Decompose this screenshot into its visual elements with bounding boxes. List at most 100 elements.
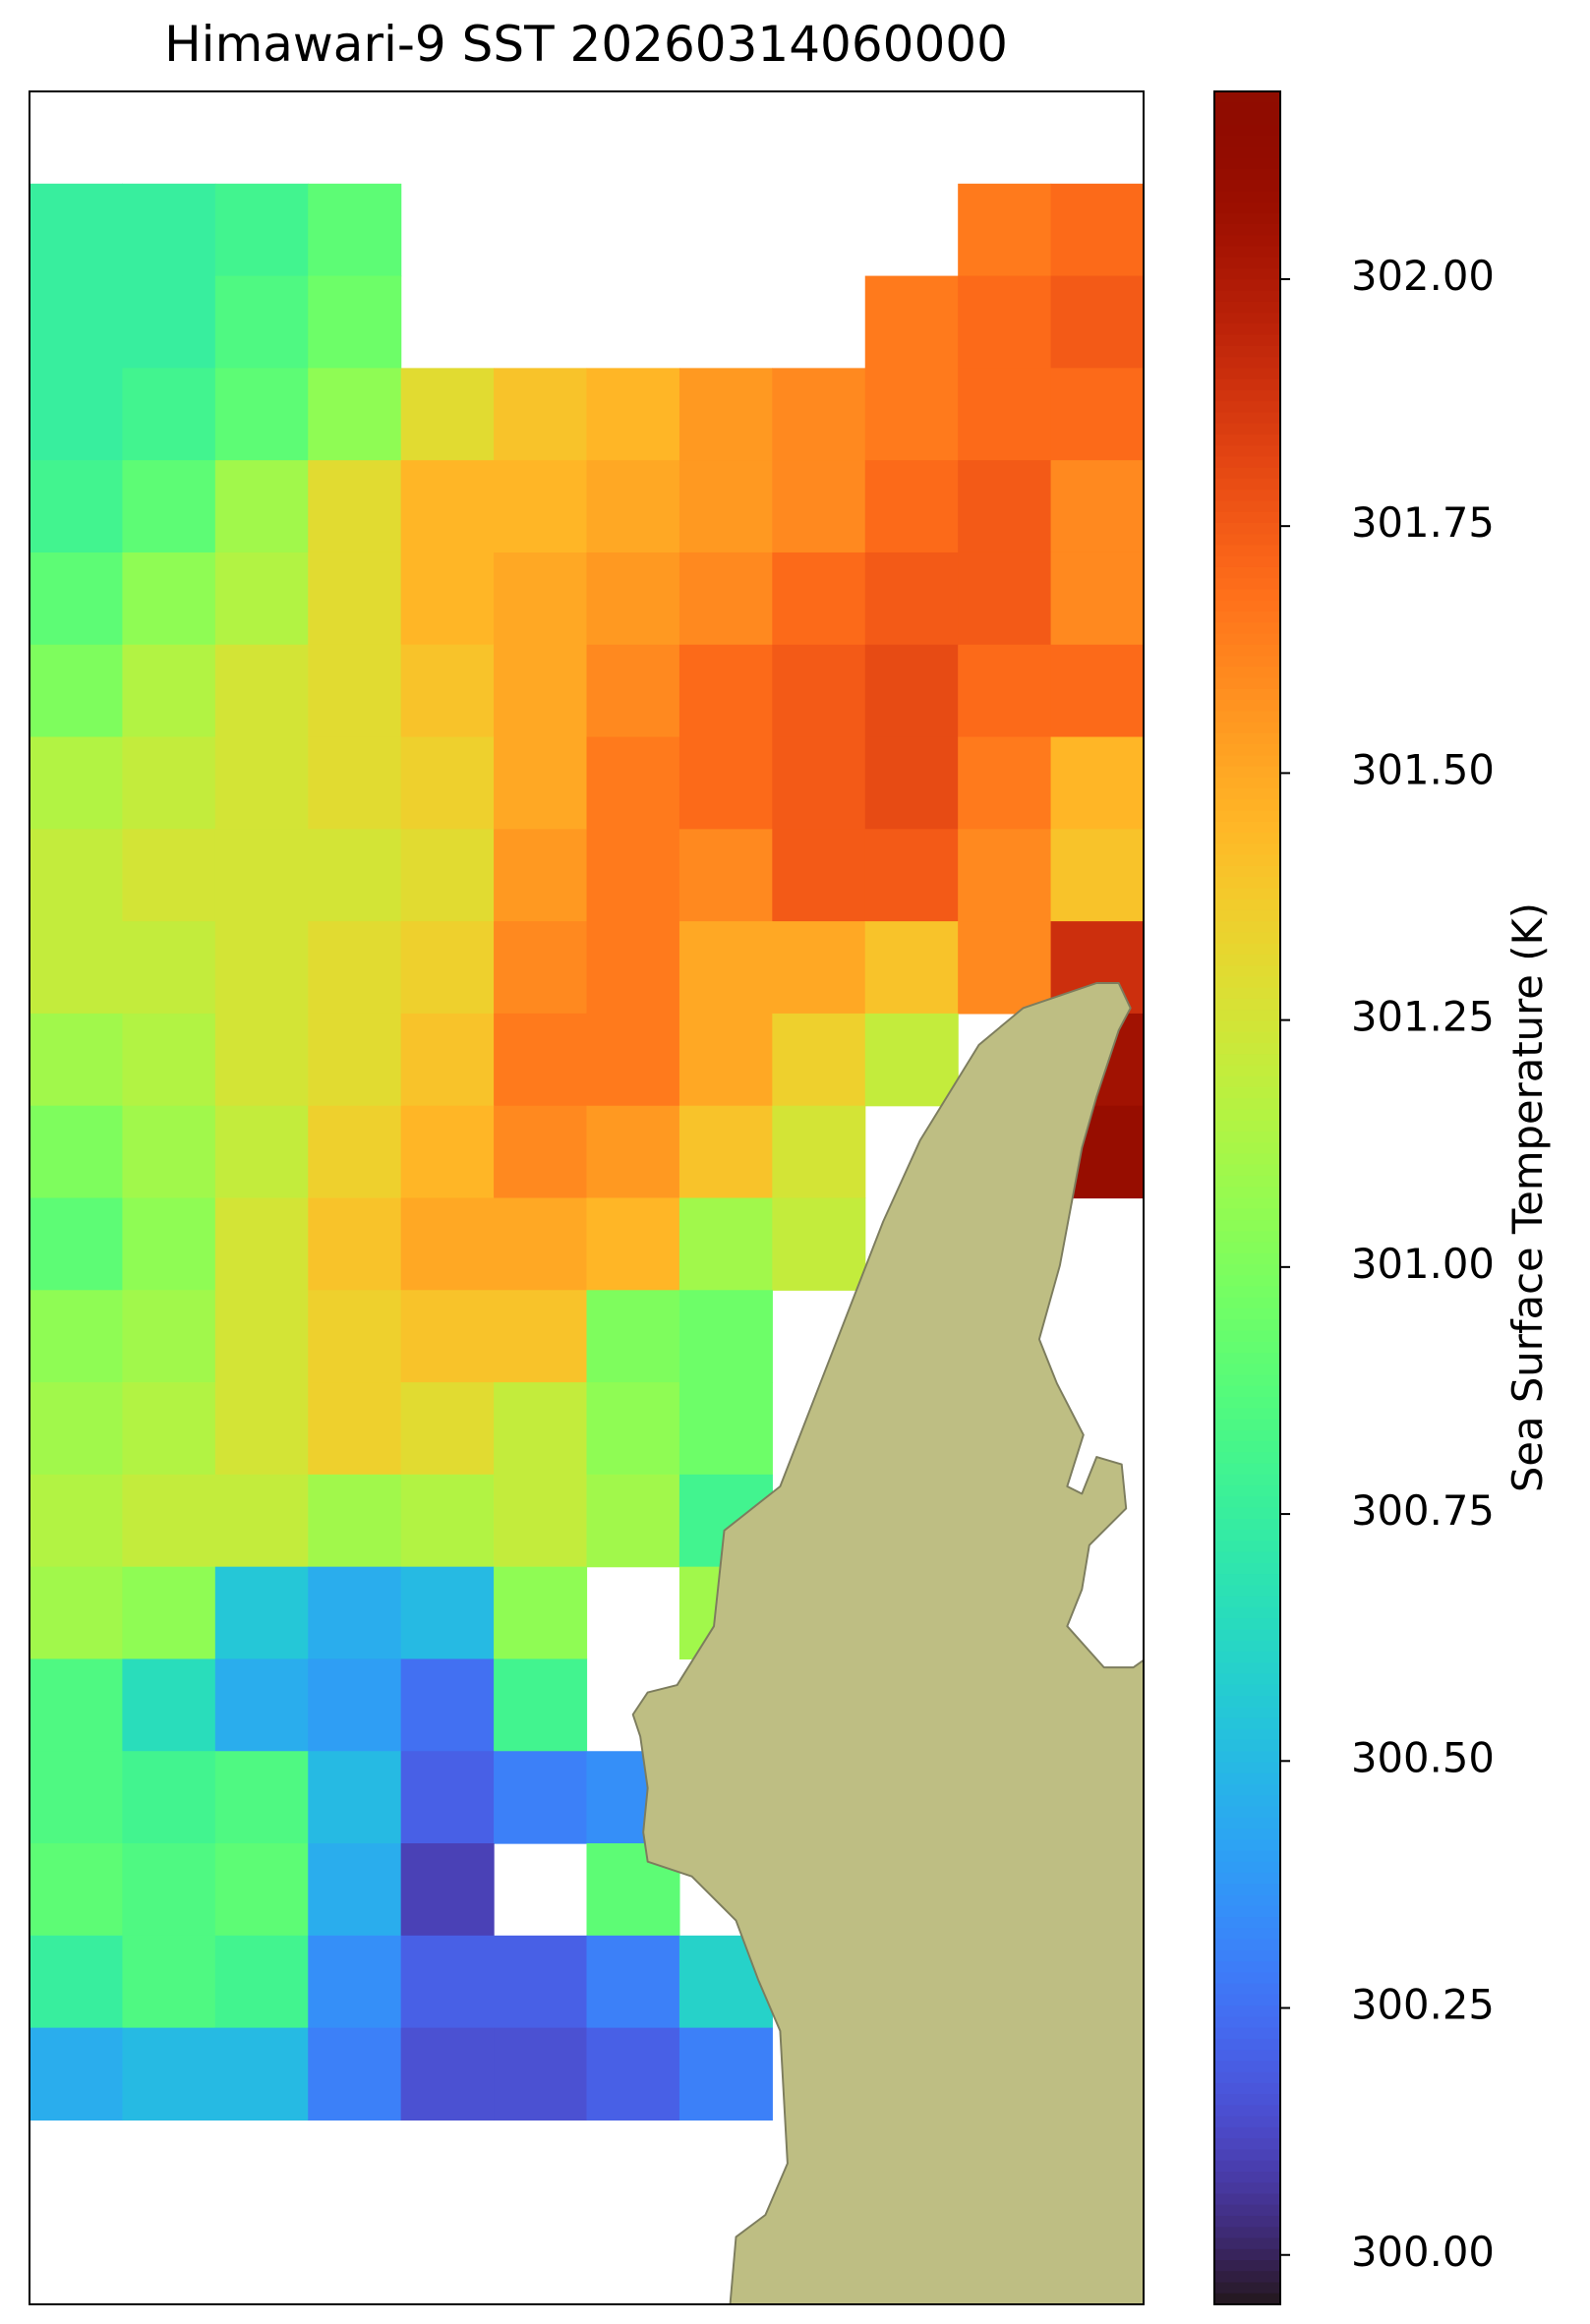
- cell: [122, 921, 216, 1015]
- cell: [586, 1935, 680, 2029]
- colorbar-segment: [1214, 1949, 1280, 1962]
- cell: [122, 1105, 216, 1199]
- colorbar-segment: [1214, 2005, 1280, 2018]
- colorbar-segment: [1214, 268, 1280, 281]
- colorbar-segment: [1214, 1164, 1280, 1177]
- colorbar-segment: [1214, 434, 1280, 446]
- cell: [494, 736, 588, 830]
- colorbar-segment: [1214, 954, 1280, 966]
- colorbar-segment: [1214, 1385, 1280, 1398]
- colorbar-segment: [1214, 656, 1280, 668]
- cell: [494, 1105, 588, 1199]
- colorbar-segment: [1214, 976, 1280, 989]
- cell: [494, 1290, 588, 1383]
- colorbar-segment: [1214, 865, 1280, 878]
- colorbar-segment: [1214, 888, 1280, 901]
- colorbar-segment: [1214, 965, 1280, 978]
- cell: [308, 1751, 402, 1844]
- colorbar-segment: [1214, 1795, 1280, 1808]
- cell: [308, 1658, 402, 1752]
- cell: [400, 829, 495, 922]
- colorbar-segment: [1214, 610, 1280, 624]
- colorbar-segment: [1214, 1640, 1280, 1653]
- colorbar-segment: [1214, 1806, 1280, 1819]
- colorbar-segment: [1214, 313, 1280, 325]
- cell: [122, 1658, 216, 1752]
- colorbar-segment: [1214, 1629, 1280, 1642]
- colorbar-segment: [1214, 2182, 1280, 2195]
- colorbar-segment: [1214, 777, 1280, 789]
- cell: [772, 1197, 866, 1291]
- cell: [122, 460, 216, 553]
- colorbar-segment: [1214, 1772, 1280, 1785]
- cell: [308, 1382, 402, 1476]
- cell: [1050, 460, 1144, 553]
- cell: [400, 460, 495, 553]
- colorbar-segment: [1214, 644, 1280, 657]
- cell: [400, 1566, 495, 1660]
- colorbar-segment: [1214, 1496, 1280, 1509]
- colorbar-segment: [1214, 2071, 1280, 2084]
- colorbar-segment: [1214, 1784, 1280, 1797]
- colorbar-segment: [1214, 932, 1280, 945]
- cell: [214, 2027, 309, 2121]
- colorbar-segment: [1214, 389, 1280, 402]
- cell: [29, 368, 124, 461]
- cell: [958, 921, 1052, 1015]
- colorbar-segment: [1214, 1197, 1280, 1210]
- cell: [586, 1197, 680, 1291]
- cell: [214, 1843, 309, 1937]
- cell: [214, 1290, 309, 1383]
- cell: [214, 1013, 309, 1107]
- land-polygon: [631, 982, 1144, 2304]
- colorbar-segment: [1214, 136, 1280, 148]
- colorbar-segment: [1214, 1031, 1280, 1044]
- colorbar-segment: [1214, 445, 1280, 458]
- colorbar-segment: [1214, 1817, 1280, 1830]
- cell: [400, 1658, 495, 1752]
- colorbar-segment: [1214, 1485, 1280, 1498]
- cell: [586, 2027, 680, 2121]
- cell: [122, 644, 216, 738]
- cell: [29, 1935, 124, 2029]
- colorbar-segment: [1214, 157, 1280, 170]
- cell: [772, 460, 866, 553]
- colorbar-tick-label: 300.00: [1351, 2228, 1495, 2276]
- cell: [400, 552, 495, 646]
- cell: [678, 1013, 773, 1107]
- colorbar-segment: [1214, 1275, 1280, 1288]
- cell: [122, 1013, 216, 1107]
- colorbar-segment: [1214, 1839, 1280, 1852]
- cell: [214, 644, 309, 738]
- colorbar-segment: [1214, 1242, 1280, 1254]
- cell: [400, 1290, 495, 1383]
- colorbar-segment: [1214, 677, 1280, 690]
- colorbar-segment: [1214, 854, 1280, 867]
- colorbar-segment: [1214, 545, 1280, 557]
- colorbar-segment: [1214, 1829, 1280, 1841]
- colorbar-segment: [1214, 2193, 1280, 2206]
- cell: [864, 921, 959, 1015]
- cell: [958, 644, 1052, 738]
- cell: [1050, 368, 1144, 461]
- colorbar-segment: [1214, 1894, 1280, 1907]
- cell: [494, 1474, 588, 1568]
- cell: [214, 183, 309, 277]
- cell: [494, 1751, 588, 1844]
- cell: [494, 1382, 588, 1476]
- cell: [214, 1382, 309, 1476]
- colorbar-segment: [1214, 722, 1280, 734]
- cell: [122, 1382, 216, 1476]
- colorbar-segment: [1214, 1419, 1280, 1431]
- cell: [864, 1013, 959, 1107]
- colorbar-segment: [1214, 2259, 1280, 2273]
- colorbar-segment: [1214, 877, 1280, 890]
- cell: [29, 1474, 124, 1568]
- cell: [678, 2027, 773, 2121]
- colorbar-segment: [1214, 290, 1280, 303]
- colorbar-segment: [1214, 700, 1280, 713]
- colorbar-segment: [1214, 1042, 1280, 1055]
- cell: [494, 2027, 588, 2121]
- cell: [864, 552, 959, 646]
- cell: [772, 368, 866, 461]
